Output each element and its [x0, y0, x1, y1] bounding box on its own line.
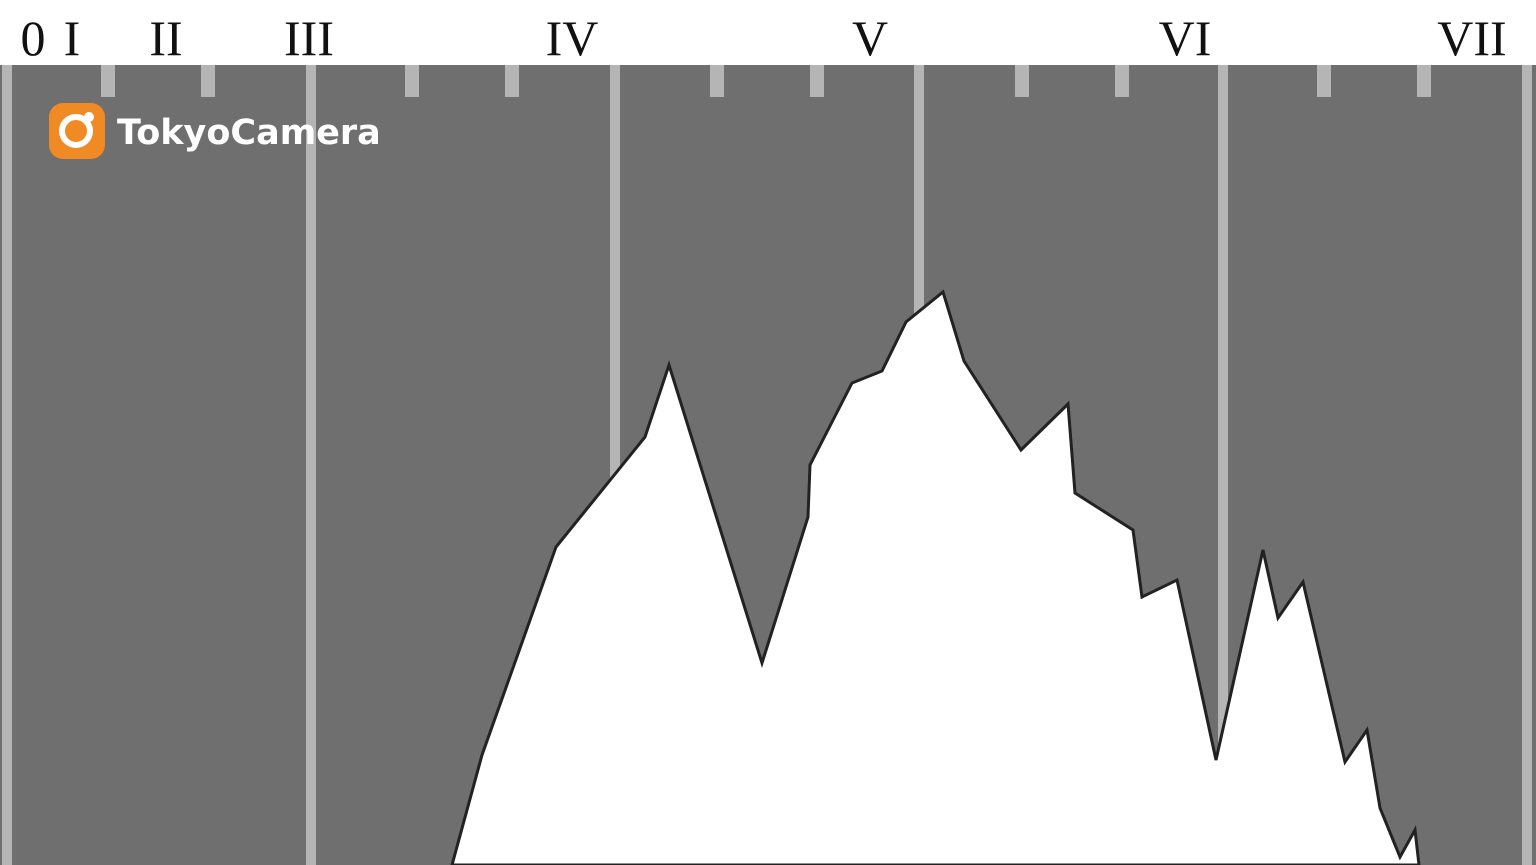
- zone-divider: [2, 65, 12, 865]
- minor-tick: [1115, 65, 1129, 97]
- zone-label: III: [284, 10, 334, 66]
- minor-tick: [810, 65, 824, 97]
- logo-dot: [84, 112, 94, 122]
- header-band: [0, 0, 1536, 65]
- minor-tick: [1317, 65, 1331, 97]
- minor-tick: [1015, 65, 1029, 97]
- watermark-text: TokyoCamera: [117, 113, 381, 153]
- logo-ring: [59, 114, 93, 148]
- zone-label: IV: [546, 10, 599, 66]
- zone-divider: [306, 65, 316, 865]
- minor-tick: [101, 65, 115, 97]
- minor-tick: [505, 65, 519, 97]
- zone-divider: [610, 65, 620, 865]
- zone-divider: [1522, 65, 1532, 865]
- zone-label: VII: [1437, 10, 1506, 66]
- minor-tick: [405, 65, 419, 97]
- zone-label: VI: [1159, 10, 1212, 66]
- zone-label: I: [64, 10, 81, 66]
- marks: [450, 289, 1421, 865]
- minor-tick: [1417, 65, 1431, 97]
- zone-divider: [1218, 65, 1228, 865]
- minor-tick: [201, 65, 215, 97]
- logo-icon: [49, 103, 105, 159]
- zone-labels: 0 I II III IV V VI VII: [21, 10, 1507, 66]
- zone-label: V: [852, 10, 888, 66]
- minor-tick: [710, 65, 724, 97]
- zone-label: II: [149, 10, 182, 66]
- zone-label: 0: [21, 10, 46, 66]
- histogram-area: [450, 289, 1421, 865]
- watermark-logo: TokyoCamera: [49, 103, 381, 159]
